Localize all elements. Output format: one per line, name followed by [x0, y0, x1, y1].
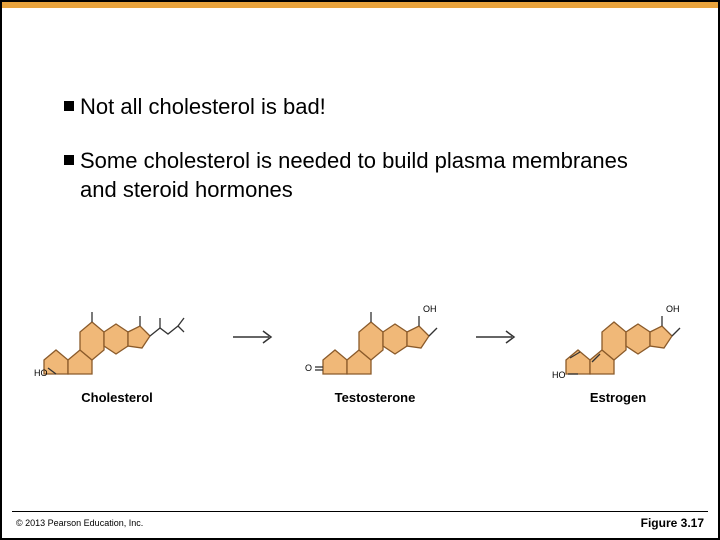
testosterone-structure-icon: O OH — [305, 270, 445, 380]
molecule-label: Testosterone — [335, 390, 416, 405]
molecule-label: Cholesterol — [81, 390, 153, 405]
molecule-estrogen: HO OH Estrogen — [548, 270, 688, 405]
estrogen-structure-icon: HO OH — [548, 270, 688, 380]
atom-label: OH — [423, 304, 437, 314]
molecule-testosterone: O OH Testosterone — [305, 270, 445, 405]
molecule-row: HO Cholesterol — [32, 262, 688, 412]
figure-reference: Figure 3.17 — [641, 516, 704, 530]
atom-label: O — [305, 363, 312, 373]
bullet-list: Not all cholesterol is bad! Some cholest… — [64, 92, 668, 229]
bullet-marker-icon — [64, 155, 74, 165]
arrow-icon — [474, 327, 520, 347]
molecule-label: Estrogen — [590, 390, 646, 405]
accent-bar — [2, 2, 718, 8]
bullet-item: Some cholesterol is needed to build plas… — [64, 146, 668, 205]
atom-label: OH — [666, 304, 680, 314]
arrow-icon — [231, 327, 277, 347]
bullet-marker-icon — [64, 101, 74, 111]
footer-divider — [12, 511, 708, 512]
cholesterol-structure-icon: HO — [32, 270, 202, 380]
bullet-text: Not all cholesterol is bad! — [80, 92, 326, 122]
copyright-text: © 2013 Pearson Education, Inc. — [16, 518, 143, 528]
atom-label: HO — [34, 368, 48, 378]
molecule-cholesterol: HO Cholesterol — [32, 270, 202, 405]
slide: Not all cholesterol is bad! Some cholest… — [2, 2, 718, 538]
atom-label: HO — [552, 370, 566, 380]
bullet-text: Some cholesterol is needed to build plas… — [80, 146, 668, 205]
bullet-item: Not all cholesterol is bad! — [64, 92, 668, 122]
